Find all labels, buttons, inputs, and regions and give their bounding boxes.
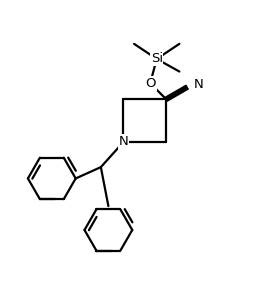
Text: Si: Si — [151, 52, 163, 65]
Text: O: O — [145, 77, 155, 90]
Text: N: N — [118, 136, 128, 149]
Text: N: N — [194, 78, 203, 91]
